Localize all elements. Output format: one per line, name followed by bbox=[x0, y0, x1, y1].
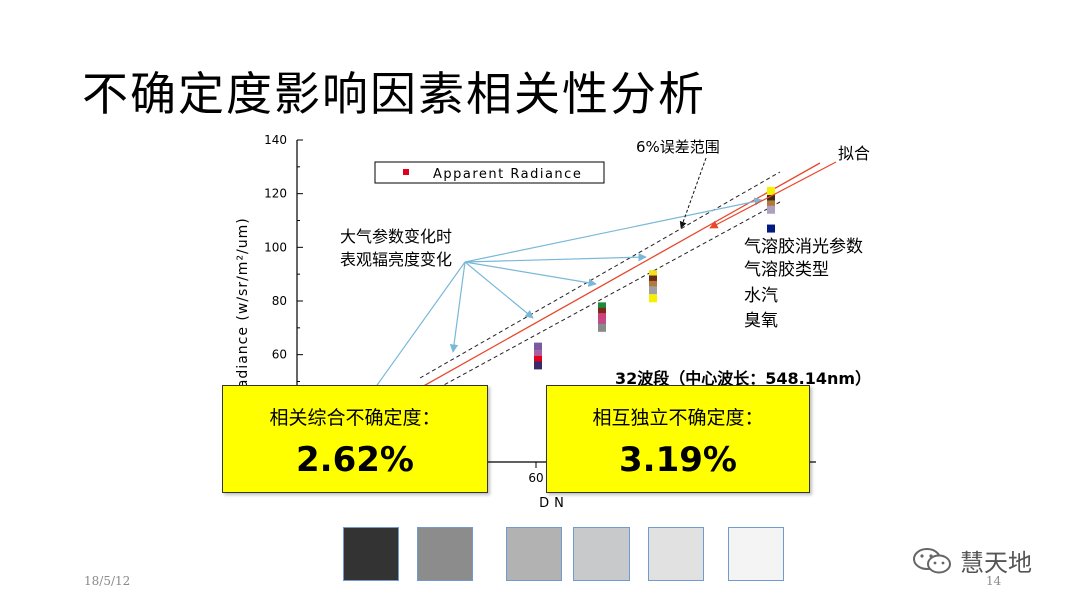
data-point bbox=[649, 294, 657, 303]
data-point bbox=[649, 286, 657, 295]
arrow-to-group5 bbox=[464, 197, 763, 263]
gray-swatch-5 bbox=[648, 527, 704, 581]
data-point bbox=[534, 356, 542, 365]
fit-label: 拟合 bbox=[838, 144, 870, 163]
arrow-to-group1 bbox=[449, 261, 466, 353]
data-point bbox=[598, 302, 606, 311]
gray-swatch-3 bbox=[506, 527, 562, 581]
arrow-error-band bbox=[679, 157, 707, 229]
error-band-upper bbox=[419, 171, 781, 379]
band-info: 32波段（中心波长：548.14nm） bbox=[615, 369, 871, 388]
data-point bbox=[767, 195, 775, 204]
slide-date: 18/5/12 bbox=[84, 574, 131, 588]
factor-2: 气溶胶类型 bbox=[744, 260, 829, 280]
gray-swatch-4 bbox=[573, 527, 630, 581]
atmos-text-1: 大气参数变化时 bbox=[340, 227, 452, 246]
arrow-lower-left bbox=[374, 261, 466, 389]
data-point bbox=[598, 307, 606, 316]
arrow-to-group3 bbox=[464, 261, 597, 287]
y-tick-label: 140 bbox=[264, 133, 287, 147]
data-point bbox=[767, 200, 775, 209]
error-band-label: 6%误差范围 bbox=[636, 138, 720, 156]
data-point bbox=[598, 323, 606, 332]
correlated-uncertainty-value: 2.62% bbox=[296, 440, 414, 480]
factor-4: 臭氧 bbox=[744, 311, 778, 331]
page-number: 14 bbox=[986, 574, 1002, 588]
arrow-fit bbox=[709, 161, 837, 229]
independent-uncertainty-label: 相互独立不确定度： bbox=[592, 407, 764, 429]
data-point bbox=[598, 318, 606, 327]
data-point bbox=[598, 313, 606, 322]
data-point bbox=[767, 186, 775, 195]
y-tick-label: 80 bbox=[272, 294, 287, 308]
y-tick-label: 100 bbox=[264, 240, 287, 254]
data-point bbox=[534, 342, 542, 351]
x-axis-label: DN bbox=[539, 496, 569, 511]
x-tick-label: 60 bbox=[528, 471, 543, 485]
atmos-text-2: 表观辐亮度变化 bbox=[340, 250, 452, 269]
arrow-to-group4 bbox=[464, 253, 647, 263]
slide-title: 不确定度影响因素相关性分析 bbox=[82, 67, 706, 121]
y-tick-label: 120 bbox=[264, 187, 287, 201]
data-point bbox=[534, 361, 542, 370]
independent-uncertainty-value: 3.19% bbox=[619, 440, 737, 480]
factor-3: 水汽 bbox=[744, 286, 778, 306]
data-point bbox=[649, 280, 657, 289]
gray-swatch-1 bbox=[343, 527, 399, 581]
arrow-to-group2 bbox=[464, 261, 534, 319]
y-tick-label: 60 bbox=[272, 348, 287, 362]
data-point bbox=[649, 275, 657, 284]
data-point bbox=[534, 350, 542, 359]
independent-uncertainty-box: 相互独立不确定度： 3.19% bbox=[546, 385, 810, 493]
legend-box bbox=[374, 161, 605, 184]
wechat-icon bbox=[913, 547, 951, 573]
gray-swatch-6 bbox=[728, 527, 784, 581]
data-point bbox=[767, 224, 775, 233]
legend-label: Apparent Radiance bbox=[433, 167, 582, 182]
watermark: 慧天地 bbox=[912, 543, 1032, 578]
factor-1: 气溶胶消光参数 bbox=[744, 237, 863, 257]
gray-swatch-2 bbox=[417, 527, 473, 581]
correlated-uncertainty-box: 相关综合不确定度： 2.62% bbox=[222, 385, 488, 493]
data-point bbox=[649, 270, 657, 279]
correlated-uncertainty-label: 相关综合不确定度： bbox=[269, 407, 441, 429]
fit-line bbox=[419, 162, 821, 389]
data-point bbox=[767, 205, 775, 214]
legend-marker bbox=[403, 169, 409, 175]
error-band-lower bbox=[419, 201, 781, 399]
watermark-text: 慧天地 bbox=[960, 549, 1032, 577]
y-axis-label: ent Radiance (w/sr/m²/um) bbox=[235, 217, 251, 430]
